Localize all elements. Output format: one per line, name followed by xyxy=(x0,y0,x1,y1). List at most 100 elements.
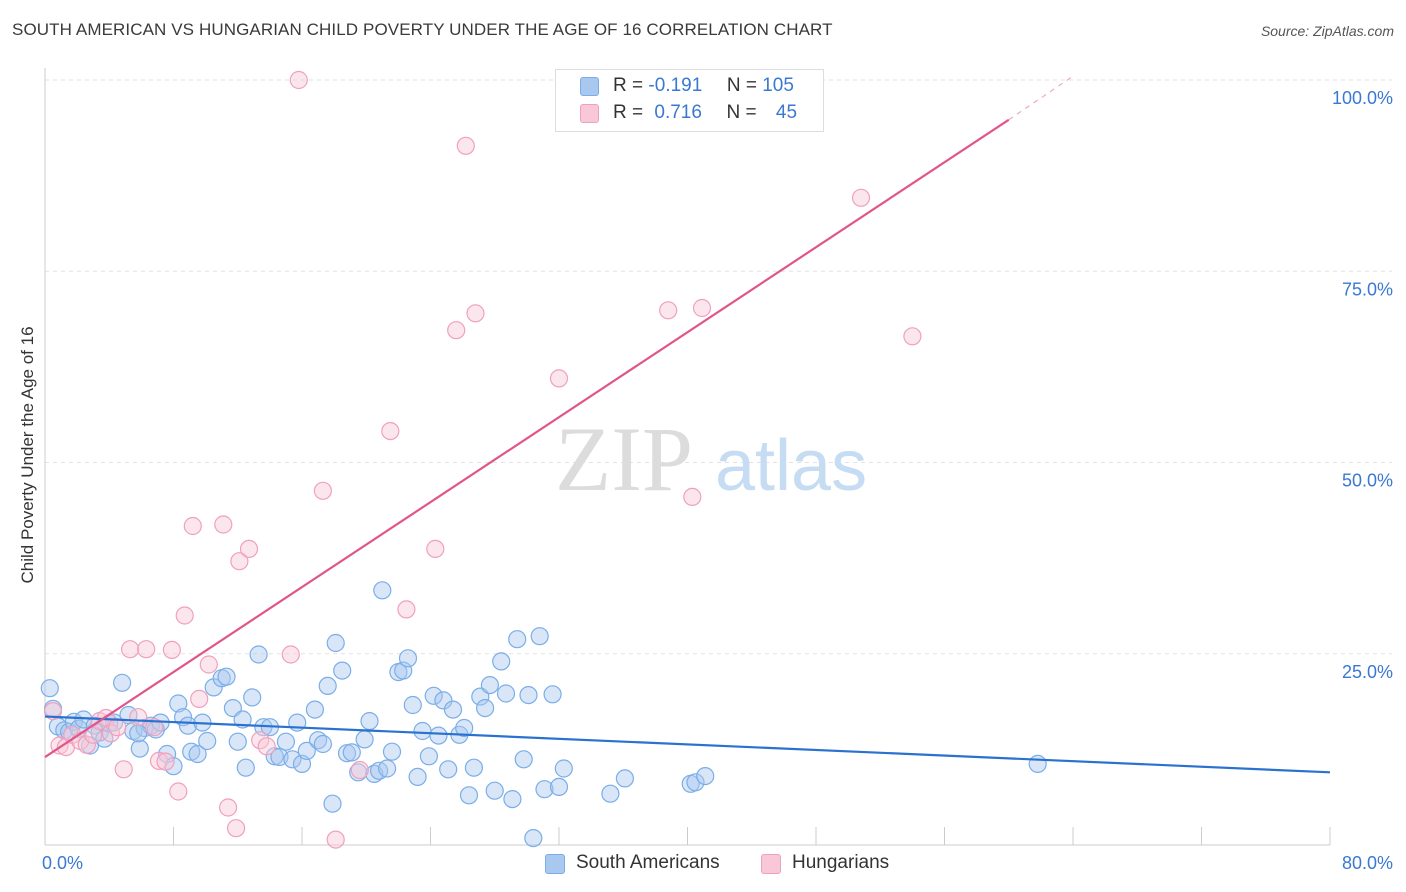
data-point xyxy=(480,675,499,695)
legend-swatch-hungarians xyxy=(580,104,599,123)
data-point xyxy=(514,750,533,769)
data-point xyxy=(108,718,127,737)
data-point xyxy=(228,732,247,751)
data-point xyxy=(305,700,324,719)
data-point xyxy=(683,487,702,506)
data-point xyxy=(175,606,194,625)
data-point xyxy=(508,630,527,649)
series-hungarians xyxy=(43,70,922,849)
data-point xyxy=(381,422,400,441)
data-point xyxy=(355,730,374,749)
data-point xyxy=(323,794,342,813)
data-point xyxy=(239,539,259,559)
data-point xyxy=(156,752,175,771)
data-point xyxy=(464,758,483,777)
data-point xyxy=(413,721,432,741)
axes xyxy=(44,68,1331,846)
data-point xyxy=(459,786,479,805)
data-point xyxy=(543,685,562,704)
data-point xyxy=(382,742,402,761)
watermark: ZIP atlas xyxy=(555,408,867,510)
data-point xyxy=(419,747,438,766)
data-point xyxy=(169,782,188,801)
data-point xyxy=(397,600,416,619)
data-point xyxy=(326,830,345,849)
data-point xyxy=(851,188,871,207)
stats-legend: R = -0.191 N = 105 R = 0.716 N = 45 xyxy=(555,69,824,132)
legend-label-hungarians: Hungarians xyxy=(792,852,890,873)
legend-swatch-hungarians xyxy=(761,854,781,874)
data-point xyxy=(326,633,345,653)
data-point xyxy=(903,327,922,346)
data-point xyxy=(447,321,466,340)
data-point xyxy=(615,769,635,788)
data-point xyxy=(318,676,337,696)
data-point xyxy=(426,539,445,559)
series-south-americans xyxy=(40,581,1047,848)
data-point xyxy=(360,711,379,731)
data-point xyxy=(214,515,233,534)
data-point xyxy=(219,798,238,817)
data-point xyxy=(434,691,453,710)
data-point xyxy=(289,70,308,90)
legend-stats-south-americans: R = -0.191 N = 105 xyxy=(613,75,794,96)
data-point xyxy=(114,760,133,779)
data-point xyxy=(403,695,422,715)
data-point xyxy=(601,784,620,803)
data-point xyxy=(692,298,712,318)
watermark-atlas: atlas xyxy=(715,426,867,506)
data-point xyxy=(243,688,262,707)
data-point xyxy=(190,689,209,709)
data-point xyxy=(696,766,715,786)
data-point xyxy=(519,685,538,705)
data-point xyxy=(183,516,202,536)
data-point xyxy=(476,698,495,718)
data-point xyxy=(549,369,569,388)
trend-line-extension-hungarians xyxy=(1008,75,1074,121)
y-tick-labels: 25.0% 50.0% 75.0% 100.0% xyxy=(1332,88,1393,682)
data-point xyxy=(149,751,169,771)
data-point xyxy=(535,780,554,799)
data-point xyxy=(162,640,181,660)
y-tick-label: 75.0% xyxy=(1342,279,1393,299)
data-point xyxy=(40,679,59,698)
legend-swatch-south-americans xyxy=(580,77,599,96)
data-point xyxy=(659,301,678,320)
data-point xyxy=(145,718,164,737)
data-point xyxy=(199,655,218,674)
data-point xyxy=(188,744,207,764)
legend-stats-hungarians: R = 0.716 N = 45 xyxy=(613,102,798,123)
data-point xyxy=(439,760,458,779)
data-point xyxy=(549,777,569,797)
data-point xyxy=(43,701,63,721)
data-point xyxy=(492,652,511,671)
data-point xyxy=(121,640,140,659)
data-point xyxy=(342,743,361,762)
data-point xyxy=(77,735,96,754)
data-point xyxy=(1028,754,1047,774)
data-point xyxy=(129,708,148,727)
data-point xyxy=(333,661,352,680)
data-point xyxy=(217,667,236,686)
data-point xyxy=(227,819,246,838)
data-point xyxy=(236,758,255,777)
data-point xyxy=(257,737,276,756)
x-tick-labels: 0.0% 80.0% xyxy=(42,853,1393,873)
data-point xyxy=(283,750,302,769)
data-point xyxy=(112,673,132,692)
data-point xyxy=(424,686,443,705)
data-point xyxy=(429,726,448,745)
data-point xyxy=(554,759,573,778)
legend-label-south-americans: South Americans xyxy=(576,852,720,873)
data-point xyxy=(443,700,463,719)
data-point xyxy=(485,781,504,800)
data-point xyxy=(169,694,188,713)
data-point xyxy=(230,552,249,571)
data-point xyxy=(524,828,543,848)
data-point xyxy=(686,773,705,792)
y-axis-label: Child Poverty Under the Age of 16 xyxy=(18,326,37,584)
data-point xyxy=(297,741,316,761)
data-point xyxy=(496,684,516,703)
data-point xyxy=(137,640,156,659)
y-tick-label: 100.0% xyxy=(1332,88,1393,108)
